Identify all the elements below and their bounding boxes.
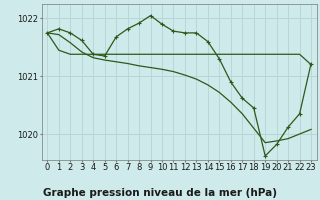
Text: Graphe pression niveau de la mer (hPa): Graphe pression niveau de la mer (hPa) — [43, 188, 277, 198]
